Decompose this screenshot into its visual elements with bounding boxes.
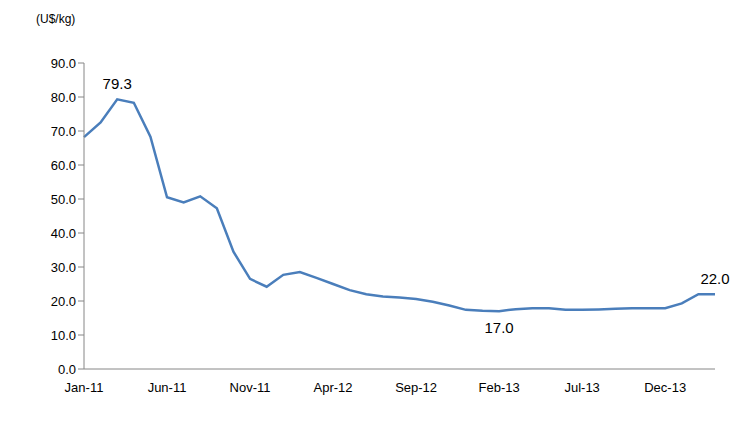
svg-text:22.0: 22.0 [700,270,729,287]
svg-text:0.0: 0.0 [58,362,76,377]
svg-text:60.0: 60.0 [51,158,76,173]
html-text:(U$/kg): (U$/kg) [36,12,76,26]
svg-text:90.0: 90.0 [51,56,76,71]
svg-text:40.0: 40.0 [51,226,76,241]
svg-text:30.0: 30.0 [51,260,76,275]
svg-text:Jan-11: Jan-11 [65,380,104,395]
svg-text:Dec-13: Dec-13 [644,380,686,395]
svg-text:Sep-12: Sep-12 [395,380,437,395]
svg-text:Nov-11: Nov-11 [230,380,271,395]
svg-text:10.0: 10.0 [51,328,76,343]
svg-text:17.0: 17.0 [485,319,514,336]
svg-text:70.0: 70.0 [51,124,76,139]
svg-text:50.0: 50.0 [51,192,76,207]
svg-text:Apr-12: Apr-12 [314,380,353,395]
svg-text:80.0: 80.0 [51,90,76,105]
svg-text:Jun-11: Jun-11 [148,380,187,395]
svg-text:Jul-13: Jul-13 [564,380,599,395]
svg-text:20.0: 20.0 [51,294,76,309]
svg-text:Feb-13: Feb-13 [479,380,520,395]
svg-text:79.3: 79.3 [103,75,132,92]
